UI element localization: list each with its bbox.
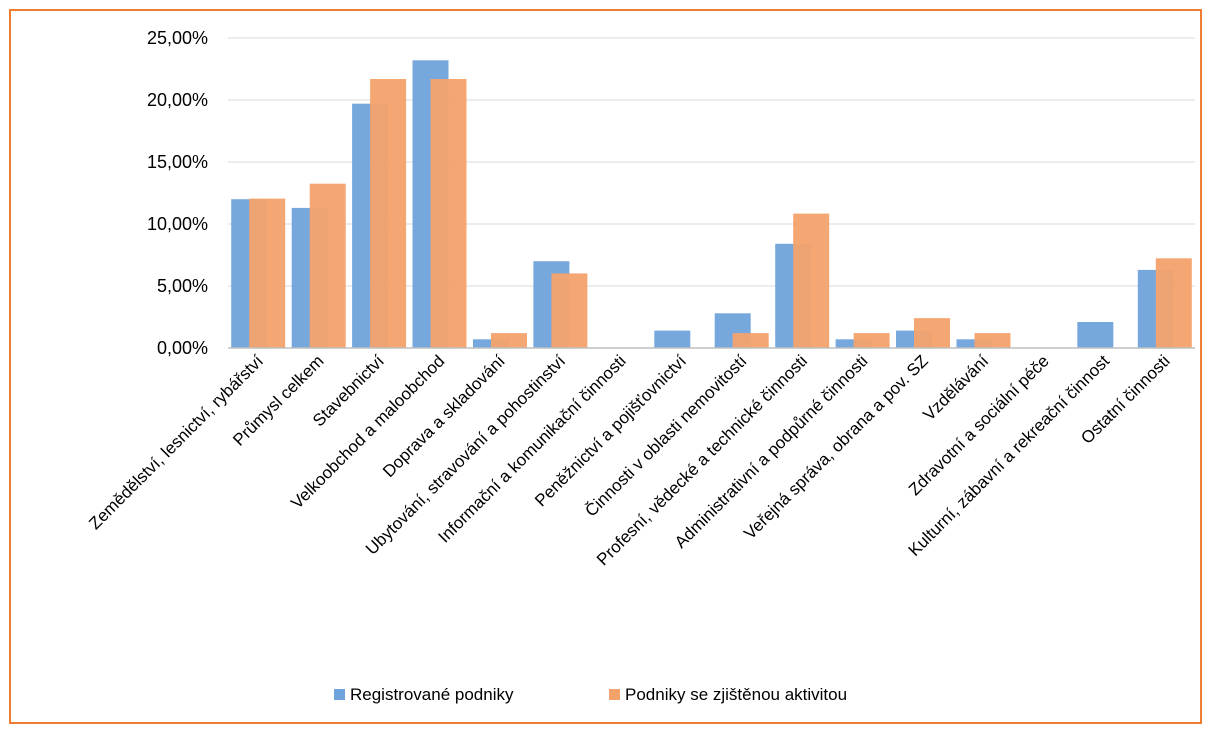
legend-label-aktivni: Podniky se zjištěnou aktivitou	[625, 685, 847, 704]
y-tick-label: 25,00%	[147, 28, 208, 48]
bar-aktivni	[1155, 258, 1192, 348]
legend-swatch-aktivni	[609, 689, 620, 700]
x-axis-category-labels: Zemědělství, lesnictví, rybářstvíPrůmysl…	[85, 351, 1173, 569]
bar-aktivni	[309, 183, 346, 348]
y-tick-label: 0,00%	[157, 338, 208, 358]
bar-registrovane	[1077, 322, 1114, 348]
bar-aktivni	[430, 79, 467, 348]
bar-registrovane	[654, 330, 691, 348]
bar-aktivni	[491, 333, 527, 348]
y-tick-label: 20,00%	[147, 90, 208, 110]
bar-aktivni	[249, 198, 286, 348]
bars	[231, 60, 1192, 349]
x-tick-label: Doprava a skladování	[379, 351, 509, 481]
y-tick-label: 15,00%	[147, 152, 208, 172]
legend: Registrované podniky Podniky se zjištěno…	[334, 685, 847, 704]
bar-aktivni	[551, 273, 588, 348]
legend-swatch-registrovane	[334, 689, 345, 700]
bar-aktivni	[732, 333, 769, 348]
bar-aktivni	[370, 79, 407, 348]
bar-aktivni	[914, 318, 950, 348]
legend-label-registrovane: Registrované podniky	[350, 685, 514, 704]
x-tick-label: Profesní, vědecké a technické činnosti	[593, 351, 811, 569]
y-tick-label: 10,00%	[147, 214, 208, 234]
chart-frame	[9, 9, 1202, 724]
y-axis-tick-labels: 0,00% 5,00% 10,00% 15,00% 20,00% 25,00%	[147, 28, 208, 358]
y-tick-label: 5,00%	[157, 276, 208, 296]
bar-aktivni	[974, 333, 1011, 348]
bar-aktivni	[793, 213, 830, 348]
bar-aktivni	[853, 333, 890, 348]
